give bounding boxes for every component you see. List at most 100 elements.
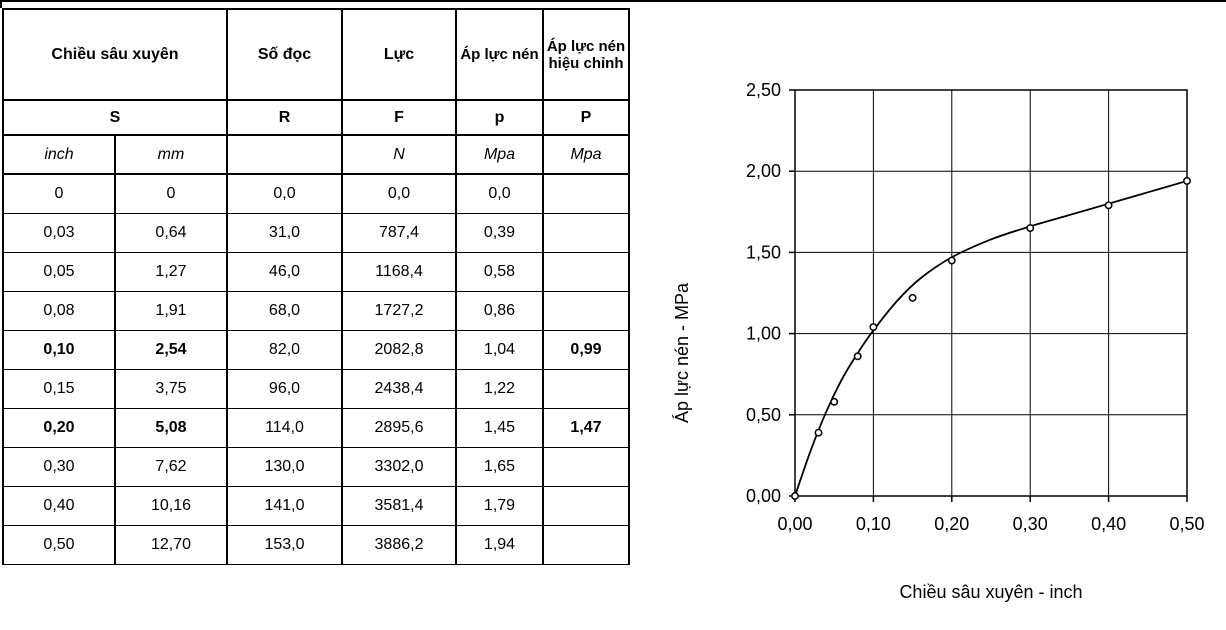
- header-corrected-pressure: Áp lực nén hiệu chỉnh: [542, 8, 630, 101]
- cell-force: 2082,8: [341, 329, 457, 370]
- table-row: 0,05 1,27 46,0 1168,4 0,58: [2, 251, 630, 292]
- table-row: 0,03 0,64 31,0 787,4 0,39: [2, 212, 630, 253]
- symbol-pressure: p: [455, 99, 544, 136]
- cell-pressure: 1,45: [455, 407, 544, 448]
- cell-force: 1168,4: [341, 251, 457, 292]
- data-point: [908, 293, 917, 302]
- cell-force: 2895,6: [341, 407, 457, 448]
- cell-force: 3581,4: [341, 485, 457, 526]
- unit-corrected: Mpa: [542, 134, 630, 175]
- cell-reading: 46,0: [226, 251, 343, 292]
- data-point: [1104, 201, 1113, 210]
- table-row: 0,50 12,70 153,0 3886,2 1,94: [2, 524, 630, 565]
- y-tick-label: 2,50: [746, 80, 781, 100]
- y-tick-label: 0,50: [746, 405, 781, 425]
- cell-inch: 0: [2, 173, 116, 214]
- cell-corrected: 0,99: [542, 329, 630, 370]
- header-depth: Chiều sâu xuyên: [2, 8, 228, 101]
- data-point: [791, 492, 799, 500]
- cell-pressure: 1,22: [455, 368, 544, 409]
- cell-mm: 12,70: [114, 524, 228, 565]
- table-row: 0,40 10,16 141,0 3581,4 1,79: [2, 485, 630, 526]
- cell-corrected: [542, 524, 630, 565]
- cell-pressure: 1,79: [455, 485, 544, 526]
- cell-reading: 153,0: [226, 524, 343, 565]
- x-tick-label: 0,40: [1091, 514, 1126, 534]
- table-row: 0,15 3,75 96,0 2438,4 1,22: [2, 368, 630, 409]
- cell-corrected: [542, 173, 630, 214]
- cell-corrected: [542, 212, 630, 253]
- cell-mm: 3,75: [114, 368, 228, 409]
- y-tick-labels: 0,00 0,50 1,00 1,50 2,00 2,50: [746, 80, 781, 506]
- y-tick-label: 2,00: [746, 161, 781, 181]
- cell-corrected: [542, 368, 630, 409]
- cell-reading: 82,0: [226, 329, 343, 370]
- table-row: 0,20 5,08 114,0 2895,6 1,45 1,47: [2, 407, 630, 448]
- cell-inch: 0,30: [2, 446, 116, 487]
- cell-pressure: 0,86: [455, 290, 544, 331]
- unit-inch: inch: [2, 134, 116, 175]
- data-points: [791, 176, 1191, 500]
- table-row: 0 0 0,0 0,0 0,0: [2, 173, 630, 214]
- x-tick-label: 0,00: [777, 514, 812, 534]
- cell-mm: 1,91: [114, 290, 228, 331]
- y-tick-label: 0,00: [746, 486, 781, 506]
- left-border: [0, 0, 2, 8]
- cell-inch: 0,05: [2, 251, 116, 292]
- cell-pressure: 1,04: [455, 329, 544, 370]
- cell-corrected: 1,47: [542, 407, 630, 448]
- x-tick-labels: 0,00 0,10 0,20 0,30 0,40 0,50: [777, 514, 1204, 534]
- data-point: [1183, 176, 1191, 185]
- cell-force: 3302,0: [341, 446, 457, 487]
- y-tick-label: 1,50: [746, 242, 781, 262]
- symbol-reading: R: [226, 99, 343, 136]
- header-row: Chiều sâu xuyên Số đọc Lực Áp lực nén Áp…: [2, 8, 630, 101]
- cell-mm: 7,62: [114, 446, 228, 487]
- plot-area-frame: [794, 89, 1188, 497]
- unit-row: inch mm N Mpa Mpa: [2, 134, 630, 175]
- cell-corrected: [542, 290, 630, 331]
- header-pressure: Áp lực nén: [455, 8, 544, 101]
- cell-force: 0,0: [341, 173, 457, 214]
- header-reading: Số đọc: [226, 8, 343, 101]
- unit-reading: [226, 134, 343, 175]
- cell-inch: 0,40: [2, 485, 116, 526]
- cell-force: 3886,2: [341, 524, 457, 565]
- pressure-depth-chart: 0,00 0,50 1,00 1,50 2,00 2,50 0,00 0,10 0,20 0,3…: [672, 80, 1205, 602]
- unit-mm: mm: [114, 134, 228, 175]
- cell-force: 787,4: [341, 212, 457, 253]
- x-tick-label: 0,10: [856, 514, 891, 534]
- chart-grid: [789, 89, 1188, 502]
- header-force: Lực: [341, 8, 457, 101]
- cell-reading: 31,0: [226, 212, 343, 253]
- data-point: [814, 428, 823, 437]
- cell-inch: 0,03: [2, 212, 116, 253]
- cell-inch: 0,50: [2, 524, 116, 565]
- symbol-corrected: P: [542, 99, 630, 136]
- x-tick-label: 0,20: [934, 514, 969, 534]
- cell-reading: 0,0: [226, 173, 343, 214]
- data-point: [853, 352, 862, 361]
- cell-mm: 1,27: [114, 251, 228, 292]
- trend-line: [794, 180, 1188, 497]
- symbol-row: S R F p P: [2, 99, 630, 136]
- cell-reading: 141,0: [226, 485, 343, 526]
- y-axis-label: Áp lực nén - MPa: [672, 282, 692, 423]
- y-tick-label: 1,00: [746, 324, 781, 344]
- top-border: [0, 0, 1226, 2]
- symbol-depth: S: [2, 99, 228, 136]
- cell-reading: 96,0: [226, 368, 343, 409]
- cell-force: 2438,4: [341, 368, 457, 409]
- cell-reading: 130,0: [226, 446, 343, 487]
- data-point: [947, 256, 956, 265]
- cell-force: 1727,2: [341, 290, 457, 331]
- cell-mm: 0: [114, 173, 228, 214]
- cell-inch: 0,15: [2, 368, 116, 409]
- cell-pressure: 0,58: [455, 251, 544, 292]
- cell-reading: 68,0: [226, 290, 343, 331]
- cell-corrected: [542, 485, 630, 526]
- x-tick-label: 0,50: [1169, 514, 1204, 534]
- unit-pressure: Mpa: [455, 134, 544, 175]
- cell-mm: 10,16: [114, 485, 228, 526]
- cell-pressure: 0,0: [455, 173, 544, 214]
